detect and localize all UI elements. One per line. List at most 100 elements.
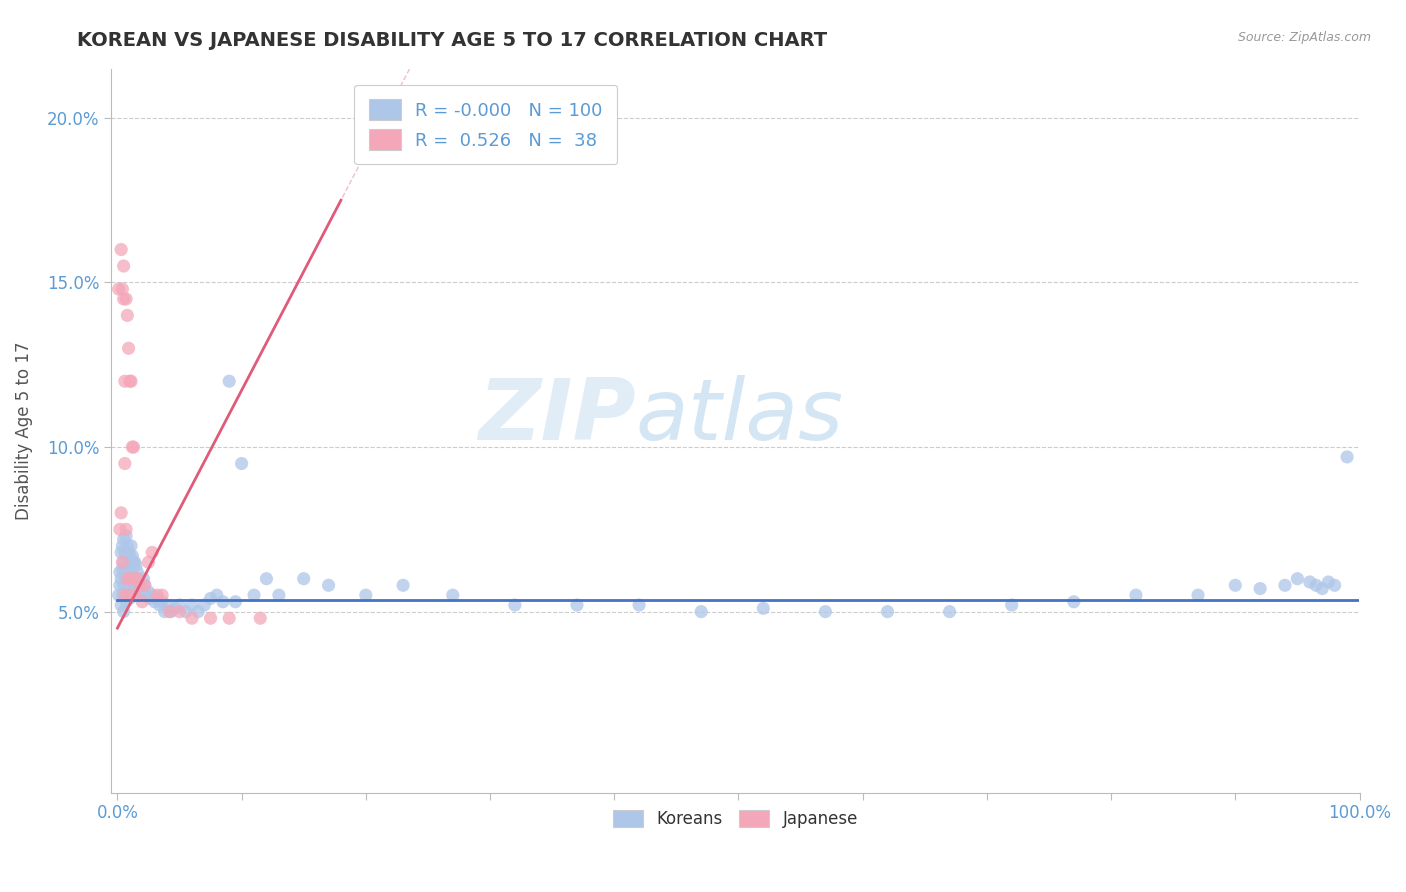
Point [1317, 574, 1340, 589]
Point [115, 292, 138, 306]
Point [146, 588, 169, 602]
Point [1286, 572, 1309, 586]
Point [125, 558, 148, 573]
Point [752, 601, 775, 615]
Point [117, 588, 139, 602]
Point [108, 565, 131, 579]
Point [117, 582, 139, 596]
Point [131, 585, 153, 599]
Point [292, 572, 315, 586]
Point [120, 539, 142, 553]
Point [127, 572, 149, 586]
Point [124, 555, 146, 569]
Point [111, 588, 134, 602]
Point [174, 605, 197, 619]
Point [121, 568, 143, 582]
Point [1001, 598, 1024, 612]
Point [112, 578, 135, 592]
Point [117, 545, 139, 559]
Text: atlas: atlas [636, 375, 844, 458]
Point [256, 572, 278, 586]
Point [118, 549, 141, 563]
Point [121, 440, 143, 454]
Point [143, 595, 166, 609]
Point [163, 601, 186, 615]
Point [169, 605, 191, 619]
Point [111, 282, 134, 296]
Point [114, 565, 136, 579]
Point [117, 341, 139, 355]
Point [112, 532, 135, 546]
Point [200, 591, 222, 606]
Point [212, 595, 235, 609]
Point [249, 611, 271, 625]
Point [111, 539, 134, 553]
Point [129, 585, 152, 599]
Point [181, 611, 204, 625]
Point [224, 595, 246, 609]
Point [141, 588, 163, 602]
Point [112, 259, 135, 273]
Point [690, 605, 713, 619]
Point [108, 522, 131, 536]
Point [200, 611, 222, 625]
Point [120, 562, 142, 576]
Text: Source: ZipAtlas.com: Source: ZipAtlas.com [1237, 31, 1371, 45]
Point [938, 605, 960, 619]
Point [112, 605, 135, 619]
Point [117, 572, 139, 586]
Point [1249, 582, 1271, 596]
Point [218, 611, 240, 625]
Point [354, 588, 377, 602]
Point [267, 588, 290, 602]
Point [112, 555, 135, 569]
Point [392, 578, 415, 592]
Point [1305, 578, 1327, 592]
Point [125, 582, 148, 596]
Point [156, 598, 179, 612]
Point [159, 605, 181, 619]
Point [128, 578, 150, 592]
Text: KOREAN VS JAPANESE DISABILITY AGE 5 TO 17 CORRELATION CHART: KOREAN VS JAPANESE DISABILITY AGE 5 TO 1… [77, 31, 828, 50]
Point [110, 506, 132, 520]
Point [111, 555, 134, 569]
Point [117, 588, 139, 602]
Point [111, 562, 134, 576]
Point [150, 588, 173, 602]
Point [114, 588, 136, 602]
Point [124, 588, 146, 602]
Point [169, 598, 191, 612]
Point [1323, 578, 1346, 592]
Point [117, 309, 139, 323]
Point [1125, 588, 1147, 602]
Point [318, 578, 340, 592]
Point [110, 598, 132, 612]
Point [135, 588, 157, 602]
Point [108, 578, 131, 592]
Point [124, 578, 146, 592]
Point [115, 529, 138, 543]
Point [114, 588, 136, 602]
Point [125, 572, 148, 586]
Point [814, 605, 837, 619]
Point [181, 598, 204, 612]
Point [149, 598, 172, 612]
Text: ZIP: ZIP [478, 375, 636, 458]
Point [128, 578, 150, 592]
Point [127, 565, 149, 579]
Point [115, 549, 138, 563]
Point [127, 585, 149, 599]
Point [120, 374, 142, 388]
Point [122, 440, 145, 454]
Point [117, 539, 139, 553]
Point [118, 568, 141, 582]
Point [628, 598, 651, 612]
Point [132, 572, 155, 586]
Point [218, 374, 240, 388]
Point [122, 555, 145, 569]
Point [187, 605, 209, 619]
Point [150, 595, 173, 609]
Point [141, 545, 163, 559]
Point [118, 591, 141, 606]
Point [114, 374, 136, 388]
